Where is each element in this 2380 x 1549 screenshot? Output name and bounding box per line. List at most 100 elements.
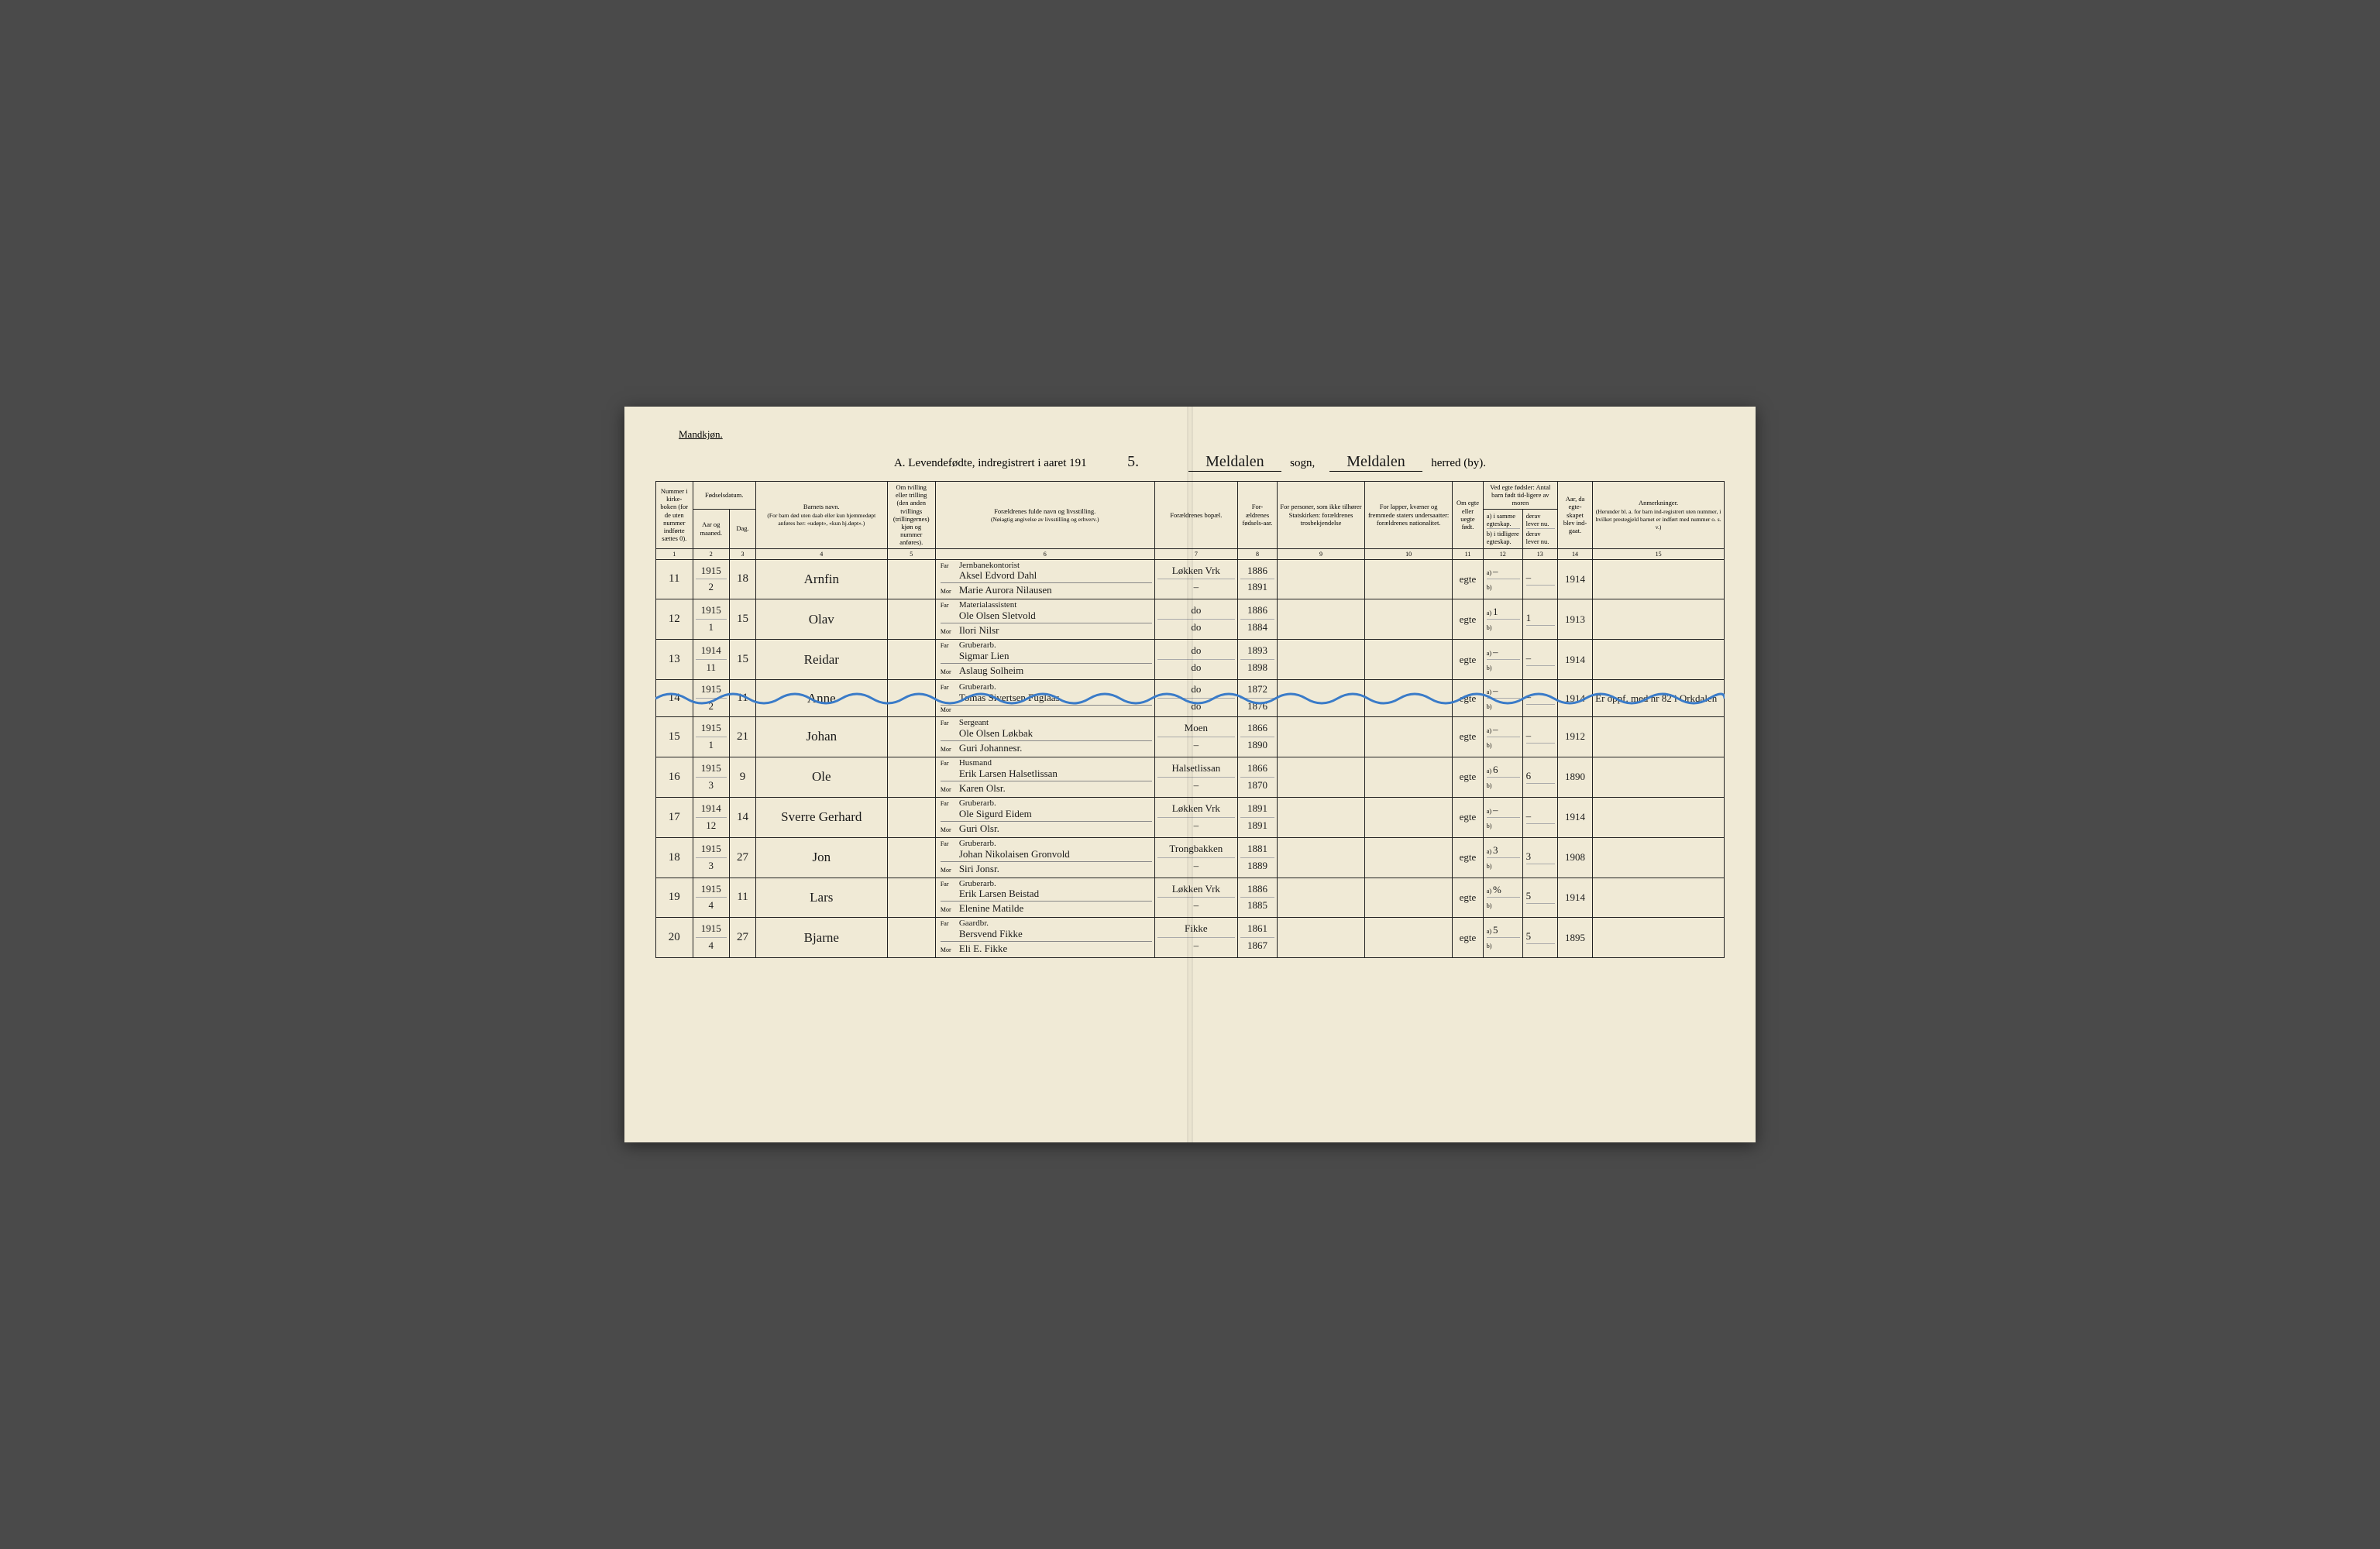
cell-name: Olav xyxy=(755,599,887,640)
cell-legit: egte xyxy=(1453,640,1484,680)
cell-pyears: 18661870 xyxy=(1238,757,1278,797)
cell-day: 27 xyxy=(730,918,756,958)
table-row: 14 19152 11 Anne Far Gruberarb.Tomas Siv… xyxy=(656,680,1725,717)
cell-day: 27 xyxy=(730,837,756,878)
parish-lbl: sogn, xyxy=(1290,457,1315,469)
cell-pyears: 18861891 xyxy=(1238,559,1278,599)
col-2a: Aar og maaned. xyxy=(693,509,730,548)
col-13b: derav lever nu. xyxy=(1526,529,1555,546)
table-row: 19 19154 11 Lars Far Gruberarb.Erik Lars… xyxy=(656,878,1725,918)
cell-nat xyxy=(1365,757,1453,797)
cell-ab: a) 5 b) xyxy=(1483,918,1522,958)
col-12ab: a) i samme egteskap. b) i tidligere egte… xyxy=(1483,509,1522,548)
cell-twin xyxy=(887,640,935,680)
cn-1: 1 xyxy=(656,548,693,559)
cell-name: Arnfin xyxy=(755,559,887,599)
col-11: Om egte eller uegte født. xyxy=(1453,482,1484,549)
table-row: 15 19151 21 Johan Far SergeantOle Olsen … xyxy=(656,716,1725,757)
cell-ab: a) – b) xyxy=(1483,797,1522,837)
cell-marr: 1913 xyxy=(1557,599,1592,640)
cell-marr: 1908 xyxy=(1557,837,1592,878)
col-6: Forældrenes fulde navn og livsstilling. … xyxy=(935,482,1154,549)
cell-parents: Far HusmandErik Larsen Halsetlissan Mor … xyxy=(935,757,1154,797)
cell-name: Bjarne xyxy=(755,918,887,958)
cell-twin xyxy=(887,599,935,640)
col-2-top: Fødselsdatum. xyxy=(693,482,755,510)
cell-twin xyxy=(887,918,935,958)
cell-ab: a) 1 b) xyxy=(1483,599,1522,640)
cell-no: 15 xyxy=(656,716,693,757)
title-line: A. Levendefødte, indregistrert i aaret 1… xyxy=(655,453,1725,472)
cell-note xyxy=(1593,797,1725,837)
parish-hand: Meldalen xyxy=(1188,453,1281,472)
cell-parents: Far JernbanekontoristAksel Edvord Dahl M… xyxy=(935,559,1154,599)
cell-parents: Far MaterialassistentOle Olsen Sletvold … xyxy=(935,599,1154,640)
cell-place: Trongbakken– xyxy=(1154,837,1237,878)
table-row: 20 19154 27 Bjarne Far Gaardbr.Bersvend … xyxy=(656,918,1725,958)
cell-name: Lars xyxy=(755,878,887,918)
col-2b: Dag. xyxy=(730,509,756,548)
cell-marr: 1914 xyxy=(1557,559,1592,599)
cell-ab: a) 6 b) xyxy=(1483,757,1522,797)
cell-marr: 1895 xyxy=(1557,918,1592,958)
col-15-sub: (Herunder bl. a. for barn ind-registrert… xyxy=(1596,508,1721,531)
cell-ym: 19151 xyxy=(693,716,730,757)
cell-ym: 191412 xyxy=(693,797,730,837)
cell-legit: egte xyxy=(1453,599,1484,640)
col-15-top: Anmerkninger. xyxy=(1639,499,1678,507)
cell-day: 9 xyxy=(730,757,756,797)
district-hand: Meldalen xyxy=(1329,453,1422,472)
cell-no: 11 xyxy=(656,559,693,599)
cn-9: 9 xyxy=(1277,548,1364,559)
cell-marr: 1914 xyxy=(1557,878,1592,918)
cell-legit: egte xyxy=(1453,680,1484,717)
cell-parents: Far Gruberarb.Tomas Sivertsen Fuglaas Mo… xyxy=(935,680,1154,717)
col-5: Om tvilling eller trilling (den anden tv… xyxy=(887,482,935,549)
year-suffix: 5. xyxy=(1087,453,1180,471)
col-9: For personer, som ikke tilhører Statskir… xyxy=(1277,482,1364,549)
cell-day: 14 xyxy=(730,797,756,837)
cell-twin xyxy=(887,837,935,878)
cell-legit: egte xyxy=(1453,878,1484,918)
cell-pyears: 18861884 xyxy=(1238,599,1278,640)
cell-marr: 1890 xyxy=(1557,757,1592,797)
cell-place: Løkken Vrk– xyxy=(1154,878,1237,918)
cell-parents: Far Gruberarb.Erik Larsen Beistad Mor El… xyxy=(935,878,1154,918)
cell-faith xyxy=(1277,797,1364,837)
cell-note xyxy=(1593,837,1725,878)
cell-pyears: 18811889 xyxy=(1238,837,1278,878)
cell-ym: 19152 xyxy=(693,680,730,717)
table-row: 16 19153 9 Ole Far HusmandErik Larsen Ha… xyxy=(656,757,1725,797)
cell-place: dodo xyxy=(1154,599,1237,640)
cell-twin xyxy=(887,878,935,918)
col-14: Aar, da egte-skapet blev ind-gaat. xyxy=(1557,482,1592,549)
cell-ab: a) – b) xyxy=(1483,559,1522,599)
cell-marr: 1912 xyxy=(1557,716,1592,757)
cell-parents: Far Gruberarb.Johan Nikolaisen Gronvold … xyxy=(935,837,1154,878)
cell-parents: Far Gruberarb.Sigmar Lien Mor Aslaug Sol… xyxy=(935,640,1154,680)
table-head: Nummer i kirke-boken (for de uten nummer… xyxy=(656,482,1725,560)
cell-ab: a) – b) xyxy=(1483,640,1522,680)
cn-15: 15 xyxy=(1593,548,1725,559)
cell-ym: 19153 xyxy=(693,757,730,797)
cell-no: 17 xyxy=(656,797,693,837)
cell-ab: a) – b) xyxy=(1483,680,1522,717)
cell-name: Johan xyxy=(755,716,887,757)
cn-11: 11 xyxy=(1453,548,1484,559)
cell-no: 19 xyxy=(656,878,693,918)
col-8: For-ældrenes fødsels-aar. xyxy=(1238,482,1278,549)
cell-note: Er oppf. med nr 82 i Orkdalen xyxy=(1593,680,1725,717)
cell-place: dodo xyxy=(1154,680,1237,717)
cell-twin xyxy=(887,797,935,837)
cell-place: Fikke– xyxy=(1154,918,1237,958)
cell-twin xyxy=(887,757,935,797)
cell-parents: Far Gaardbr.Bersvend Fikke Mor Eli E. Fi… xyxy=(935,918,1154,958)
cell-no: 18 xyxy=(656,837,693,878)
cell-faith xyxy=(1277,716,1364,757)
cell-ab-live: 1 xyxy=(1522,599,1557,640)
cell-faith xyxy=(1277,599,1364,640)
cell-ym: 19153 xyxy=(693,837,730,878)
cell-nat xyxy=(1365,680,1453,717)
col-12-top: Ved egte fødsler: Antal barn født tid-li… xyxy=(1483,482,1557,510)
col-4-top: Barnets navn. xyxy=(803,503,840,510)
